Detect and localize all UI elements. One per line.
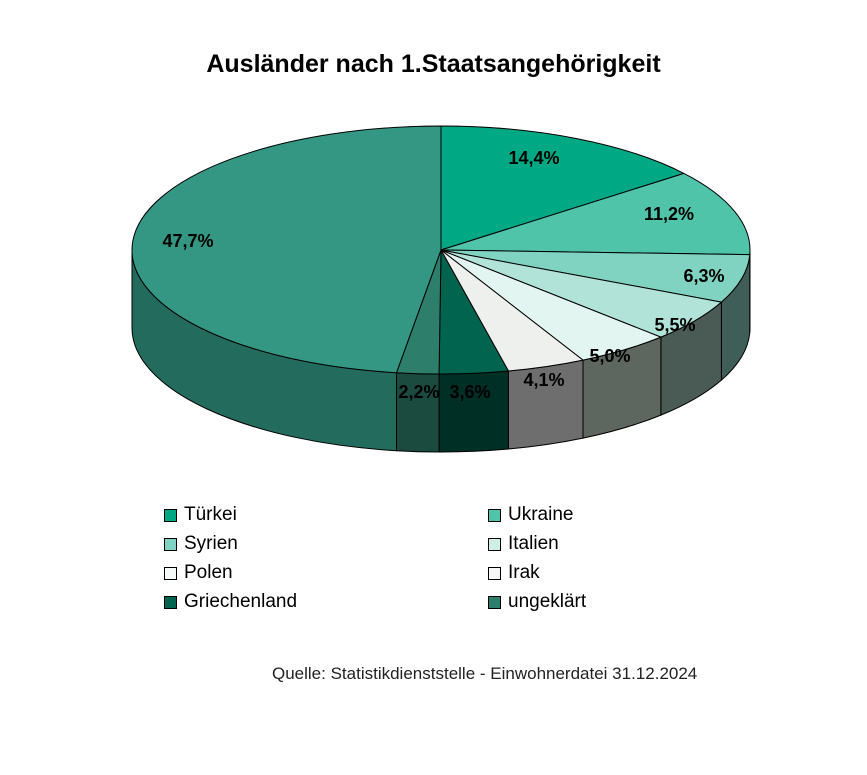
legend-swatch [164,508,177,522]
pie-slice-syrien [440,249,751,303]
data-label-polen: 5,0% [589,346,630,366]
legend-swatch [164,566,177,580]
legend-label: Griechenland [184,591,298,612]
legend-item-ukraine: Ukraine [488,503,573,527]
data-label-italien: 5,5% [654,315,695,335]
pie-top-faces [131,125,751,375]
source-note: Quelle: Statistikdienststelle - Einwohne… [272,664,698,683]
pie-slice-other [131,125,442,374]
legend-label: Syrien [184,533,238,554]
legend-swatch [164,537,177,551]
legend-label: Ukraine [508,504,574,525]
data-label-ungeklärt: 2,2% [398,382,439,402]
legend-swatch [164,595,177,609]
data-label-türkei: 14,4% [508,148,559,168]
data-label-irak: 4,1% [523,370,564,390]
legend-swatch [488,508,501,522]
data-labels: 14,4% 11,2% 6,3% 5,5% 5,0% 4,1% 3,6% 2,2% 47,7% [162,148,724,402]
pie-slice-ukraine [440,172,751,256]
data-label-syrien: 6,3% [683,266,724,286]
legend-swatch [488,566,501,580]
legend-label: Polen [184,562,233,583]
legend-item-griechenland: Griechenland [164,590,297,614]
pie-side-walls [131,249,751,453]
data-label-other: 47,7% [162,231,213,251]
legend-item-italien: Italien [488,532,559,556]
legend-label: Irak [508,562,540,583]
legend-swatch [488,537,501,551]
data-label-griechenland: 3,6% [449,382,490,402]
legend-item-ungeklärt: ungeklärt [488,590,586,614]
legend-item-syrien: Syrien [164,532,238,556]
legend-item-polen: Polen [164,561,233,585]
legend-label: Italien [508,533,559,554]
legend-label: Türkei [184,504,237,525]
pie-slice-türkei [440,125,685,251]
legend-label: ungeklärt [508,591,587,612]
legend-item-irak: Irak [488,561,540,585]
legend-swatch [488,595,501,609]
data-label-ukraine: 11,2% [644,204,694,224]
chart-title: Ausländer nach 1.Staatsangehörigkeit [206,50,661,78]
legend-item-türkei: Türkei [164,503,237,527]
